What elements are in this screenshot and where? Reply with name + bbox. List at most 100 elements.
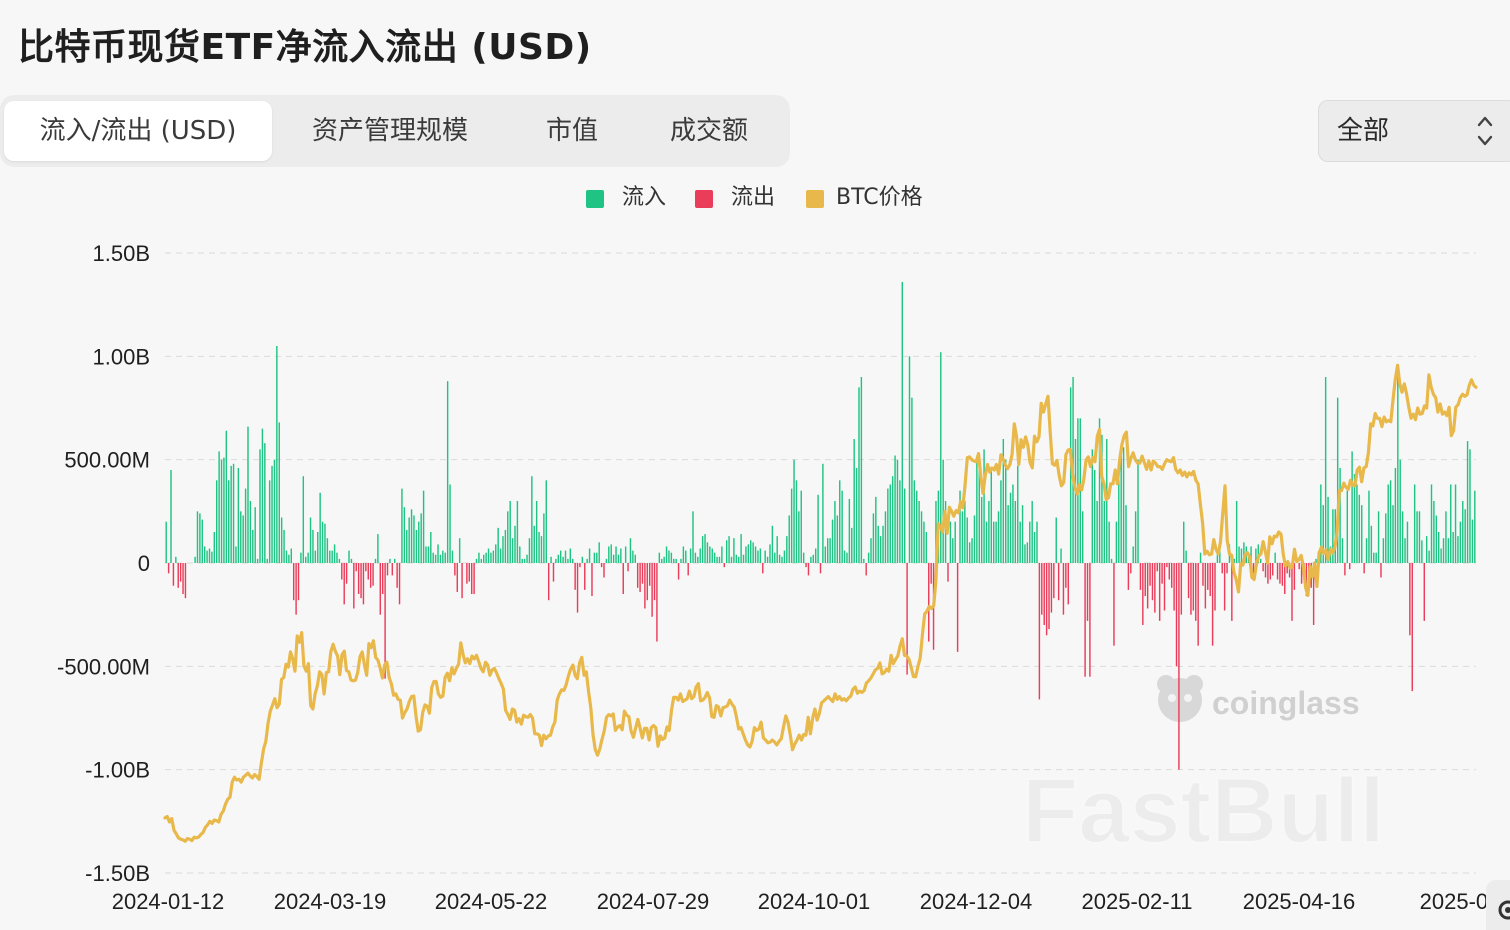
flow-bar[interactable] (256, 558, 259, 563)
flow-bar[interactable] (1250, 546, 1252, 563)
flow-bar[interactable] (208, 548, 211, 563)
flow-bar[interactable] (451, 550, 454, 563)
flow-bar[interactable] (480, 558, 483, 563)
flow-bar[interactable] (658, 552, 661, 563)
flow-bar[interactable] (1173, 563, 1175, 611)
flow-bar[interactable] (492, 550, 495, 563)
flow-bar[interactable] (1067, 563, 1069, 605)
flow-bar[interactable] (268, 480, 271, 563)
flow-bar[interactable] (504, 529, 507, 563)
flow-bar[interactable] (249, 501, 252, 563)
flow-bar[interactable] (1130, 563, 1132, 574)
flow-bar[interactable] (237, 467, 240, 563)
flow-bar[interactable] (1199, 552, 1202, 563)
flow-bar[interactable] (201, 519, 203, 563)
flow-bar[interactable] (495, 544, 497, 563)
flow-bar[interactable] (1017, 465, 1019, 563)
flow-bar[interactable] (336, 552, 338, 563)
flow-bar[interactable] (1397, 370, 1399, 563)
flow-bar[interactable] (973, 515, 976, 563)
flow-bar[interactable] (1471, 519, 1474, 563)
flow-bar[interactable] (814, 548, 817, 563)
flow-bar[interactable] (855, 467, 858, 563)
flow-bar[interactable] (788, 515, 790, 563)
flow-bar[interactable] (1320, 484, 1322, 563)
flow-bar[interactable] (357, 563, 360, 594)
flow-bar[interactable] (1045, 563, 1048, 636)
flow-bar[interactable] (718, 556, 721, 563)
flow-bar[interactable] (483, 554, 485, 563)
flow-bar[interactable] (1469, 449, 1471, 563)
flow-bar[interactable] (557, 554, 560, 563)
flow-bar[interactable] (216, 480, 218, 563)
flow-bar[interactable] (762, 563, 764, 574)
flow-bar[interactable] (244, 488, 247, 563)
flow-bar[interactable] (1336, 397, 1339, 563)
flow-bar[interactable] (232, 463, 235, 563)
flow-bar[interactable] (622, 563, 624, 594)
flow-bar[interactable] (165, 521, 167, 563)
flow-bar[interactable] (264, 443, 266, 563)
flow-bar[interactable] (1151, 563, 1154, 601)
flow-bar[interactable] (903, 488, 906, 563)
flow-bar[interactable] (851, 527, 853, 563)
flow-bar[interactable] (220, 459, 223, 563)
flow-bar[interactable] (1101, 434, 1103, 563)
flow-bar[interactable] (1257, 544, 1260, 563)
flow-bar[interactable] (300, 552, 302, 563)
flow-bar[interactable] (1445, 511, 1447, 563)
flow-bar[interactable] (790, 488, 793, 563)
flow-bar[interactable] (454, 563, 456, 576)
flow-bar[interactable] (367, 563, 369, 580)
flow-bar[interactable] (954, 521, 956, 563)
flow-bar[interactable] (596, 552, 598, 563)
flow-bar[interactable] (952, 538, 954, 563)
flow-bar[interactable] (1069, 387, 1072, 563)
flow-bar[interactable] (475, 558, 478, 563)
flow-bar[interactable] (574, 563, 576, 590)
flow-bar[interactable] (372, 563, 374, 586)
flow-bar[interactable] (1385, 513, 1387, 563)
flow-bar[interactable] (826, 538, 829, 563)
flow-bar[interactable] (309, 517, 312, 563)
flow-bar[interactable] (894, 455, 896, 563)
flow-bar[interactable] (502, 536, 504, 563)
flow-bar[interactable] (1293, 563, 1296, 590)
flow-bar[interactable] (783, 550, 786, 563)
flow-bar[interactable] (247, 426, 249, 563)
flow-bar[interactable] (1221, 563, 1223, 574)
flow-bar[interactable] (1000, 480, 1002, 563)
flow-bar[interactable] (1327, 496, 1329, 563)
flow-bar[interactable] (1038, 563, 1041, 700)
flow-bar[interactable] (778, 554, 781, 563)
flow-bar[interactable] (252, 529, 254, 563)
flow-bar[interactable] (692, 511, 694, 563)
flow-bar[interactable] (843, 550, 846, 563)
flow-bar[interactable] (533, 525, 535, 563)
flow-bar[interactable] (752, 542, 754, 563)
flow-bar[interactable] (1416, 511, 1418, 563)
flow-bar[interactable] (271, 465, 273, 563)
flow-bar[interactable] (1298, 563, 1300, 570)
flow-bar[interactable] (1041, 563, 1043, 615)
flow-bar[interactable] (831, 519, 834, 563)
flow-bar[interactable] (329, 550, 331, 563)
flow-bar[interactable] (466, 563, 468, 584)
flow-bar[interactable] (1264, 563, 1267, 578)
flow-bar[interactable] (1021, 505, 1024, 563)
flow-bar[interactable] (675, 558, 677, 563)
flow-bar[interactable] (819, 563, 822, 574)
flow-bar[interactable] (1255, 548, 1257, 563)
flow-bar[interactable] (680, 558, 682, 563)
flow-bar[interactable] (853, 439, 855, 563)
flow-bar[interactable] (889, 484, 891, 563)
flow-bar[interactable] (1411, 563, 1413, 692)
flow-bar[interactable] (1178, 563, 1180, 770)
flow-bar[interactable] (610, 544, 612, 563)
flow-bar[interactable] (1216, 554, 1219, 563)
flow-bar[interactable] (369, 563, 372, 588)
flow-bar[interactable] (1170, 563, 1173, 588)
flow-bar[interactable] (1005, 459, 1007, 563)
flow-bar[interactable] (418, 521, 420, 563)
flow-bar[interactable] (384, 563, 386, 679)
